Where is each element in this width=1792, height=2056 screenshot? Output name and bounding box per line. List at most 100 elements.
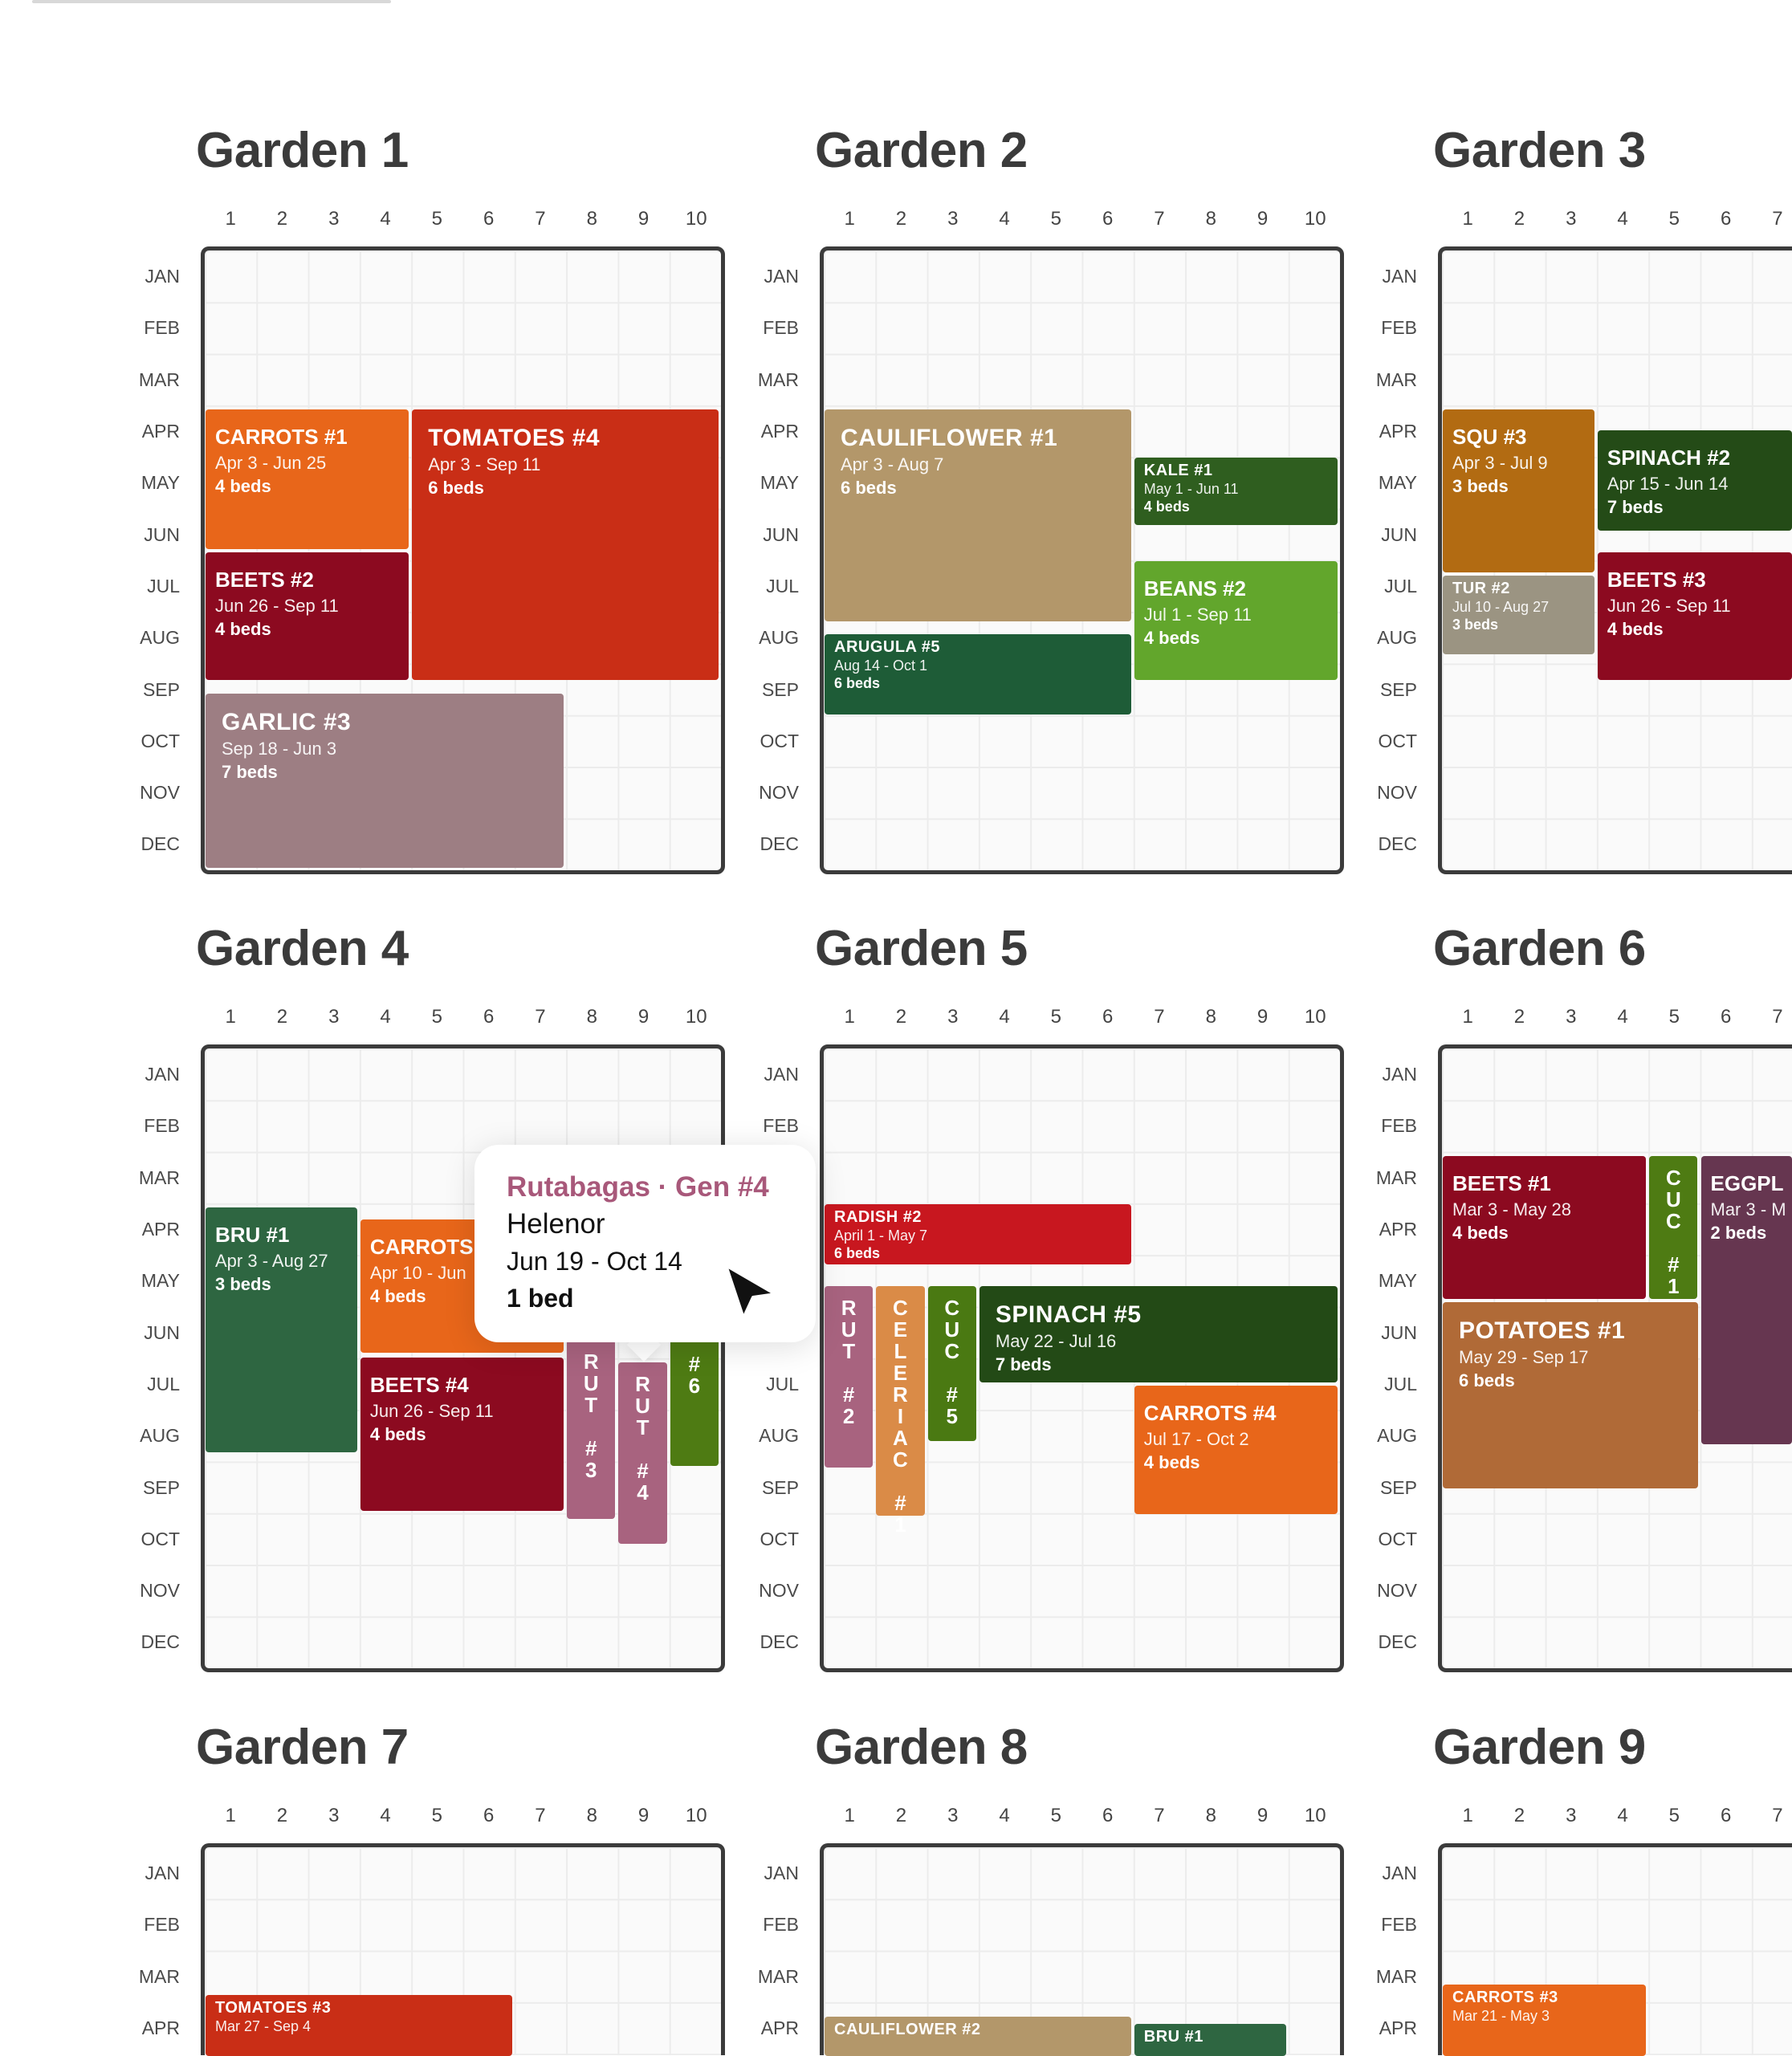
bed-column-label: 5 <box>1664 208 1684 230</box>
bed-column-label: 5 <box>1664 1006 1684 1028</box>
month-label: MAY <box>112 1270 180 1292</box>
month-label: DEC <box>1350 1631 1417 1653</box>
planting-dates: Jul 1 - Sep 11 <box>1144 603 1328 627</box>
month-label: OCT <box>112 731 180 752</box>
bed-column-label: 4 <box>376 1805 395 1827</box>
planting-name: CUC #5 <box>938 1296 967 1426</box>
bed-column-label: 9 <box>634 208 654 230</box>
bed-column-label: 2 <box>891 1006 910 1028</box>
month-label: JUL <box>731 1374 799 1395</box>
planting-dates: Sep 18 - Jun 3 <box>222 737 548 761</box>
month-label: JUN <box>1350 524 1417 546</box>
bed-column-label: 7 <box>531 208 550 230</box>
planting-block[interactable]: CUC #1 <box>1649 1156 1697 1300</box>
bed-column-label: 2 <box>272 208 291 230</box>
month-label: AUG <box>112 1425 180 1447</box>
month-label: APR <box>731 421 799 442</box>
month-label: JAN <box>112 1863 180 1884</box>
planting-block[interactable]: RUT #3 <box>567 1340 615 1519</box>
month-label: FEB <box>1350 1115 1417 1137</box>
month-label: MAR <box>731 369 799 391</box>
month-label: NOV <box>1350 782 1417 804</box>
bed-column-label: 3 <box>1562 1006 1581 1028</box>
planting-block[interactable]: BRU #1 <box>1134 2024 1286 2056</box>
month-label: JAN <box>112 266 180 287</box>
month-label: SEP <box>1350 1477 1417 1499</box>
bed-column-label: 5 <box>1046 1805 1065 1827</box>
planting-dates: May 1 - Jun 11 <box>1144 480 1328 498</box>
month-label: NOV <box>112 782 180 804</box>
bed-column-label: 7 <box>1768 208 1787 230</box>
month-label: DEC <box>731 833 799 855</box>
planting-beds: 7 beds <box>222 761 548 784</box>
planting-block[interactable]: RUT #4 <box>618 1362 666 1544</box>
bed-column-label: 9 <box>1253 208 1273 230</box>
planting-block[interactable]: CUC #5 <box>928 1286 976 1441</box>
bed-column-label: 6 <box>1098 1805 1118 1827</box>
planting-block[interactable]: RUT #2 <box>825 1286 873 1468</box>
bed-column-label: 1 <box>1458 1006 1477 1028</box>
bed-column-label: 10 <box>1305 208 1324 230</box>
garden-title: Garden 1 <box>196 122 409 179</box>
garden-title: Garden 6 <box>1433 920 1646 977</box>
planting-dates: Mar 21 - May 3 <box>1452 2007 1636 2025</box>
garden-title: Garden 5 <box>815 920 1028 977</box>
month-label: DEC <box>1350 833 1417 855</box>
month-label: AUG <box>112 627 180 649</box>
month-label: APR <box>112 421 180 442</box>
month-label: NOV <box>112 1580 180 1602</box>
bed-column-label: 1 <box>221 208 240 230</box>
month-label: DEC <box>112 833 180 855</box>
month-label: MAY <box>1350 472 1417 494</box>
planting-dates: Mar 3 - May 28 <box>1452 1198 1636 1222</box>
bed-column-label: 6 <box>479 1805 499 1827</box>
bed-column-label: 5 <box>427 1805 446 1827</box>
month-label: OCT <box>731 1529 799 1550</box>
month-label: AUG <box>731 1425 799 1447</box>
planting-block[interactable]: CAULIFLOWER #2 <box>825 2017 1131 2056</box>
planting-dates: Apr 3 - Jun 25 <box>215 451 399 475</box>
planting-dates: Apr 3 - Aug 27 <box>215 1249 348 1273</box>
garden-title: Garden 7 <box>196 1719 409 1776</box>
bed-column-label: 3 <box>324 1805 344 1827</box>
planting-block[interactable]: CELERIAC #1 <box>876 1286 924 1516</box>
planting-dates: April 1 - May 7 <box>834 1227 1122 1244</box>
planting-name: CELERIAC #1 <box>886 1296 914 1534</box>
month-label: JUL <box>1350 576 1417 597</box>
month-label: JUL <box>731 576 799 597</box>
planting-beds: 4 beds <box>1452 1222 1636 1244</box>
bed-column-label: 3 <box>1562 1805 1581 1827</box>
planting-beds: 6 beds <box>834 674 1122 692</box>
bed-column-label: 8 <box>582 208 601 230</box>
planting-name: RUT #2 <box>834 1296 863 1426</box>
bed-column-label: 3 <box>324 208 344 230</box>
bed-column-label: 1 <box>840 1006 859 1028</box>
